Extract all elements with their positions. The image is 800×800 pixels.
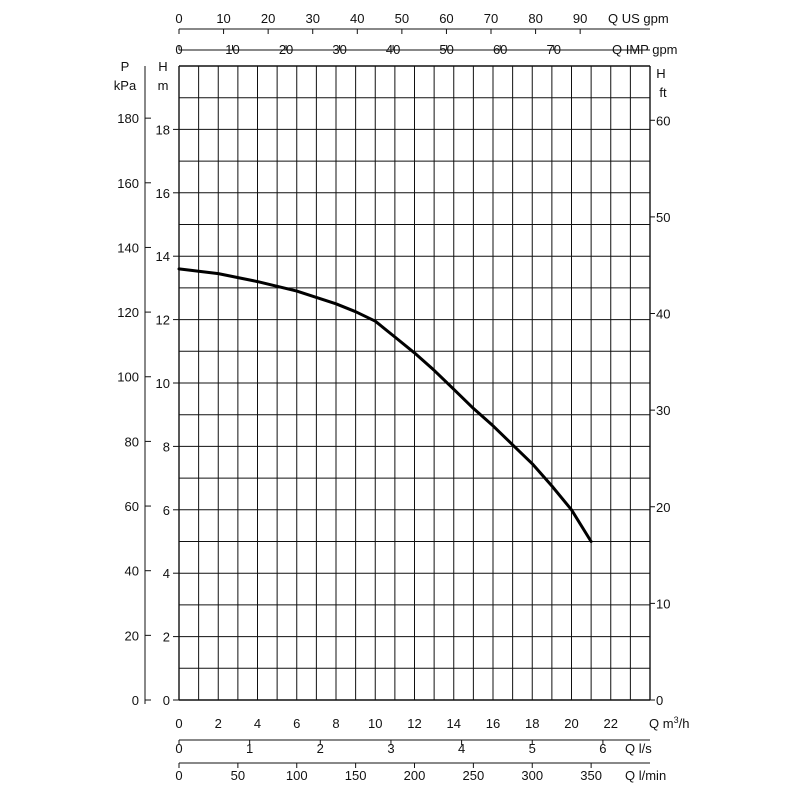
x-axis-label-m3h: Q m3/h bbox=[649, 715, 689, 731]
x-tick-label-lmin: 50 bbox=[231, 768, 245, 783]
x-tick-label-lmin: 300 bbox=[521, 768, 543, 783]
y-axis-label-ft: ft bbox=[659, 85, 667, 100]
x-tick-label-ls: 6 bbox=[599, 741, 606, 756]
y-tick-label-h-m: 14 bbox=[156, 249, 170, 264]
x-top-tick-label-us-gpm: 30 bbox=[305, 11, 319, 26]
x-top-tick-label-us-gpm: 0 bbox=[175, 11, 182, 26]
x-tick-label-m3h: 18 bbox=[525, 716, 539, 731]
y-axis-label-p: P bbox=[121, 59, 130, 74]
y-tick-label-kpa: 80 bbox=[125, 434, 139, 449]
y-tick-label-h-m: 10 bbox=[156, 376, 170, 391]
x-tick-label-m3h: 22 bbox=[604, 716, 618, 731]
x-top-tick-label-us-gpm: 20 bbox=[261, 11, 275, 26]
x-tick-label-ls: 0 bbox=[175, 741, 182, 756]
x-top-axis-label-us-gpm: Q US gpm bbox=[608, 11, 669, 26]
y-tick-label-h-m: 18 bbox=[156, 122, 170, 137]
x-top-tick-label-imp-gpm: 70 bbox=[546, 42, 560, 57]
x-tick-label-lmin: 150 bbox=[345, 768, 367, 783]
x-tick-label-m3h: 4 bbox=[254, 716, 261, 731]
x-top-tick-label-us-gpm: 50 bbox=[395, 11, 409, 26]
x-tick-label-lmin: 350 bbox=[580, 768, 602, 783]
y-tick-label-ft: 50 bbox=[656, 210, 670, 225]
y-tick-label-kpa: 100 bbox=[117, 370, 139, 385]
y-tick-label-kpa: 140 bbox=[117, 240, 139, 255]
x-tick-label-m3h: 12 bbox=[407, 716, 421, 731]
pump-performance-curve bbox=[177, 267, 593, 543]
x-axis-label-ls: Q l/s bbox=[625, 741, 652, 756]
x-top-tick-label-imp-gpm: 40 bbox=[386, 42, 400, 57]
y-tick-label-h-m: 12 bbox=[156, 313, 170, 328]
y-tick-label-h-m: 0 bbox=[163, 693, 170, 708]
y-tick-label-h-m: 4 bbox=[163, 566, 170, 581]
y-tick-label-h-m: 8 bbox=[163, 439, 170, 454]
x-tick-label-lmin: 0 bbox=[175, 768, 182, 783]
x-tick-label-lmin: 250 bbox=[463, 768, 485, 783]
x-tick-label-m3h: 14 bbox=[447, 716, 461, 731]
x-top-tick-label-us-gpm: 90 bbox=[573, 11, 587, 26]
x-tick-label-ls: 2 bbox=[317, 741, 324, 756]
y-tick-label-ft: 10 bbox=[656, 596, 670, 611]
x-top-tick-label-imp-gpm: 10 bbox=[225, 42, 239, 57]
x-top-tick-label-us-gpm: 10 bbox=[216, 11, 230, 26]
y-tick-label-kpa: 180 bbox=[117, 111, 139, 126]
x-top-tick-label-us-gpm: 70 bbox=[484, 11, 498, 26]
x-tick-label-lmin: 200 bbox=[404, 768, 426, 783]
x-top-tick-label-us-gpm: 60 bbox=[439, 11, 453, 26]
y-tick-label-kpa: 20 bbox=[125, 628, 139, 643]
x-tick-label-m3h: 10 bbox=[368, 716, 382, 731]
y-tick-label-ft: 0 bbox=[656, 693, 663, 708]
x-top-tick-label-imp-gpm: 20 bbox=[279, 42, 293, 57]
x-top-tick-label-imp-gpm: 50 bbox=[439, 42, 453, 57]
y-tick-label-kpa: 160 bbox=[117, 176, 139, 191]
x-top-axis-label-imp-gpm: Q IMP gpm bbox=[612, 42, 678, 57]
x-tick-label-m3h: 2 bbox=[215, 716, 222, 731]
x-tick-label-m3h: 20 bbox=[564, 716, 578, 731]
y-tick-label-kpa: 120 bbox=[117, 305, 139, 320]
y-tick-label-kpa: 40 bbox=[125, 564, 139, 579]
x-tick-label-m3h: 8 bbox=[332, 716, 339, 731]
y-axis-label-m: m bbox=[158, 78, 169, 93]
y-tick-label-h-m: 6 bbox=[163, 503, 170, 518]
x-top-tick-label-imp-gpm: 30 bbox=[332, 42, 346, 57]
x-top-tick-label-us-gpm: 80 bbox=[528, 11, 542, 26]
x-tick-label-ls: 5 bbox=[529, 741, 536, 756]
x-tick-label-ls: 3 bbox=[387, 741, 394, 756]
y-axis-label-right-h: H bbox=[656, 66, 665, 81]
x-top-tick-label-us-gpm: 40 bbox=[350, 11, 364, 26]
y-tick-label-kpa: 0 bbox=[132, 693, 139, 708]
y-tick-label-kpa: 60 bbox=[125, 499, 139, 514]
y-axis-label-kpa: kPa bbox=[114, 78, 137, 93]
x-tick-label-ls: 1 bbox=[246, 741, 253, 756]
x-tick-label-m3h: 6 bbox=[293, 716, 300, 731]
y-axis-label-h: H bbox=[158, 59, 167, 74]
x-tick-label-m3h: 16 bbox=[486, 716, 500, 731]
y-tick-label-h-m: 16 bbox=[156, 186, 170, 201]
y-tick-label-h-m: 2 bbox=[163, 630, 170, 645]
y-tick-label-ft: 20 bbox=[656, 500, 670, 515]
x-top-tick-label-imp-gpm: 0 bbox=[175, 42, 182, 57]
x-tick-label-lmin: 100 bbox=[286, 768, 308, 783]
y-tick-label-ft: 40 bbox=[656, 307, 670, 322]
x-top-tick-label-imp-gpm: 60 bbox=[493, 42, 507, 57]
x-tick-label-m3h: 0 bbox=[175, 716, 182, 731]
x-axis-label-lmin: Q l/min bbox=[625, 768, 666, 783]
y-tick-label-ft: 30 bbox=[656, 403, 670, 418]
y-tick-label-ft: 60 bbox=[656, 113, 670, 128]
x-tick-label-ls: 4 bbox=[458, 741, 465, 756]
